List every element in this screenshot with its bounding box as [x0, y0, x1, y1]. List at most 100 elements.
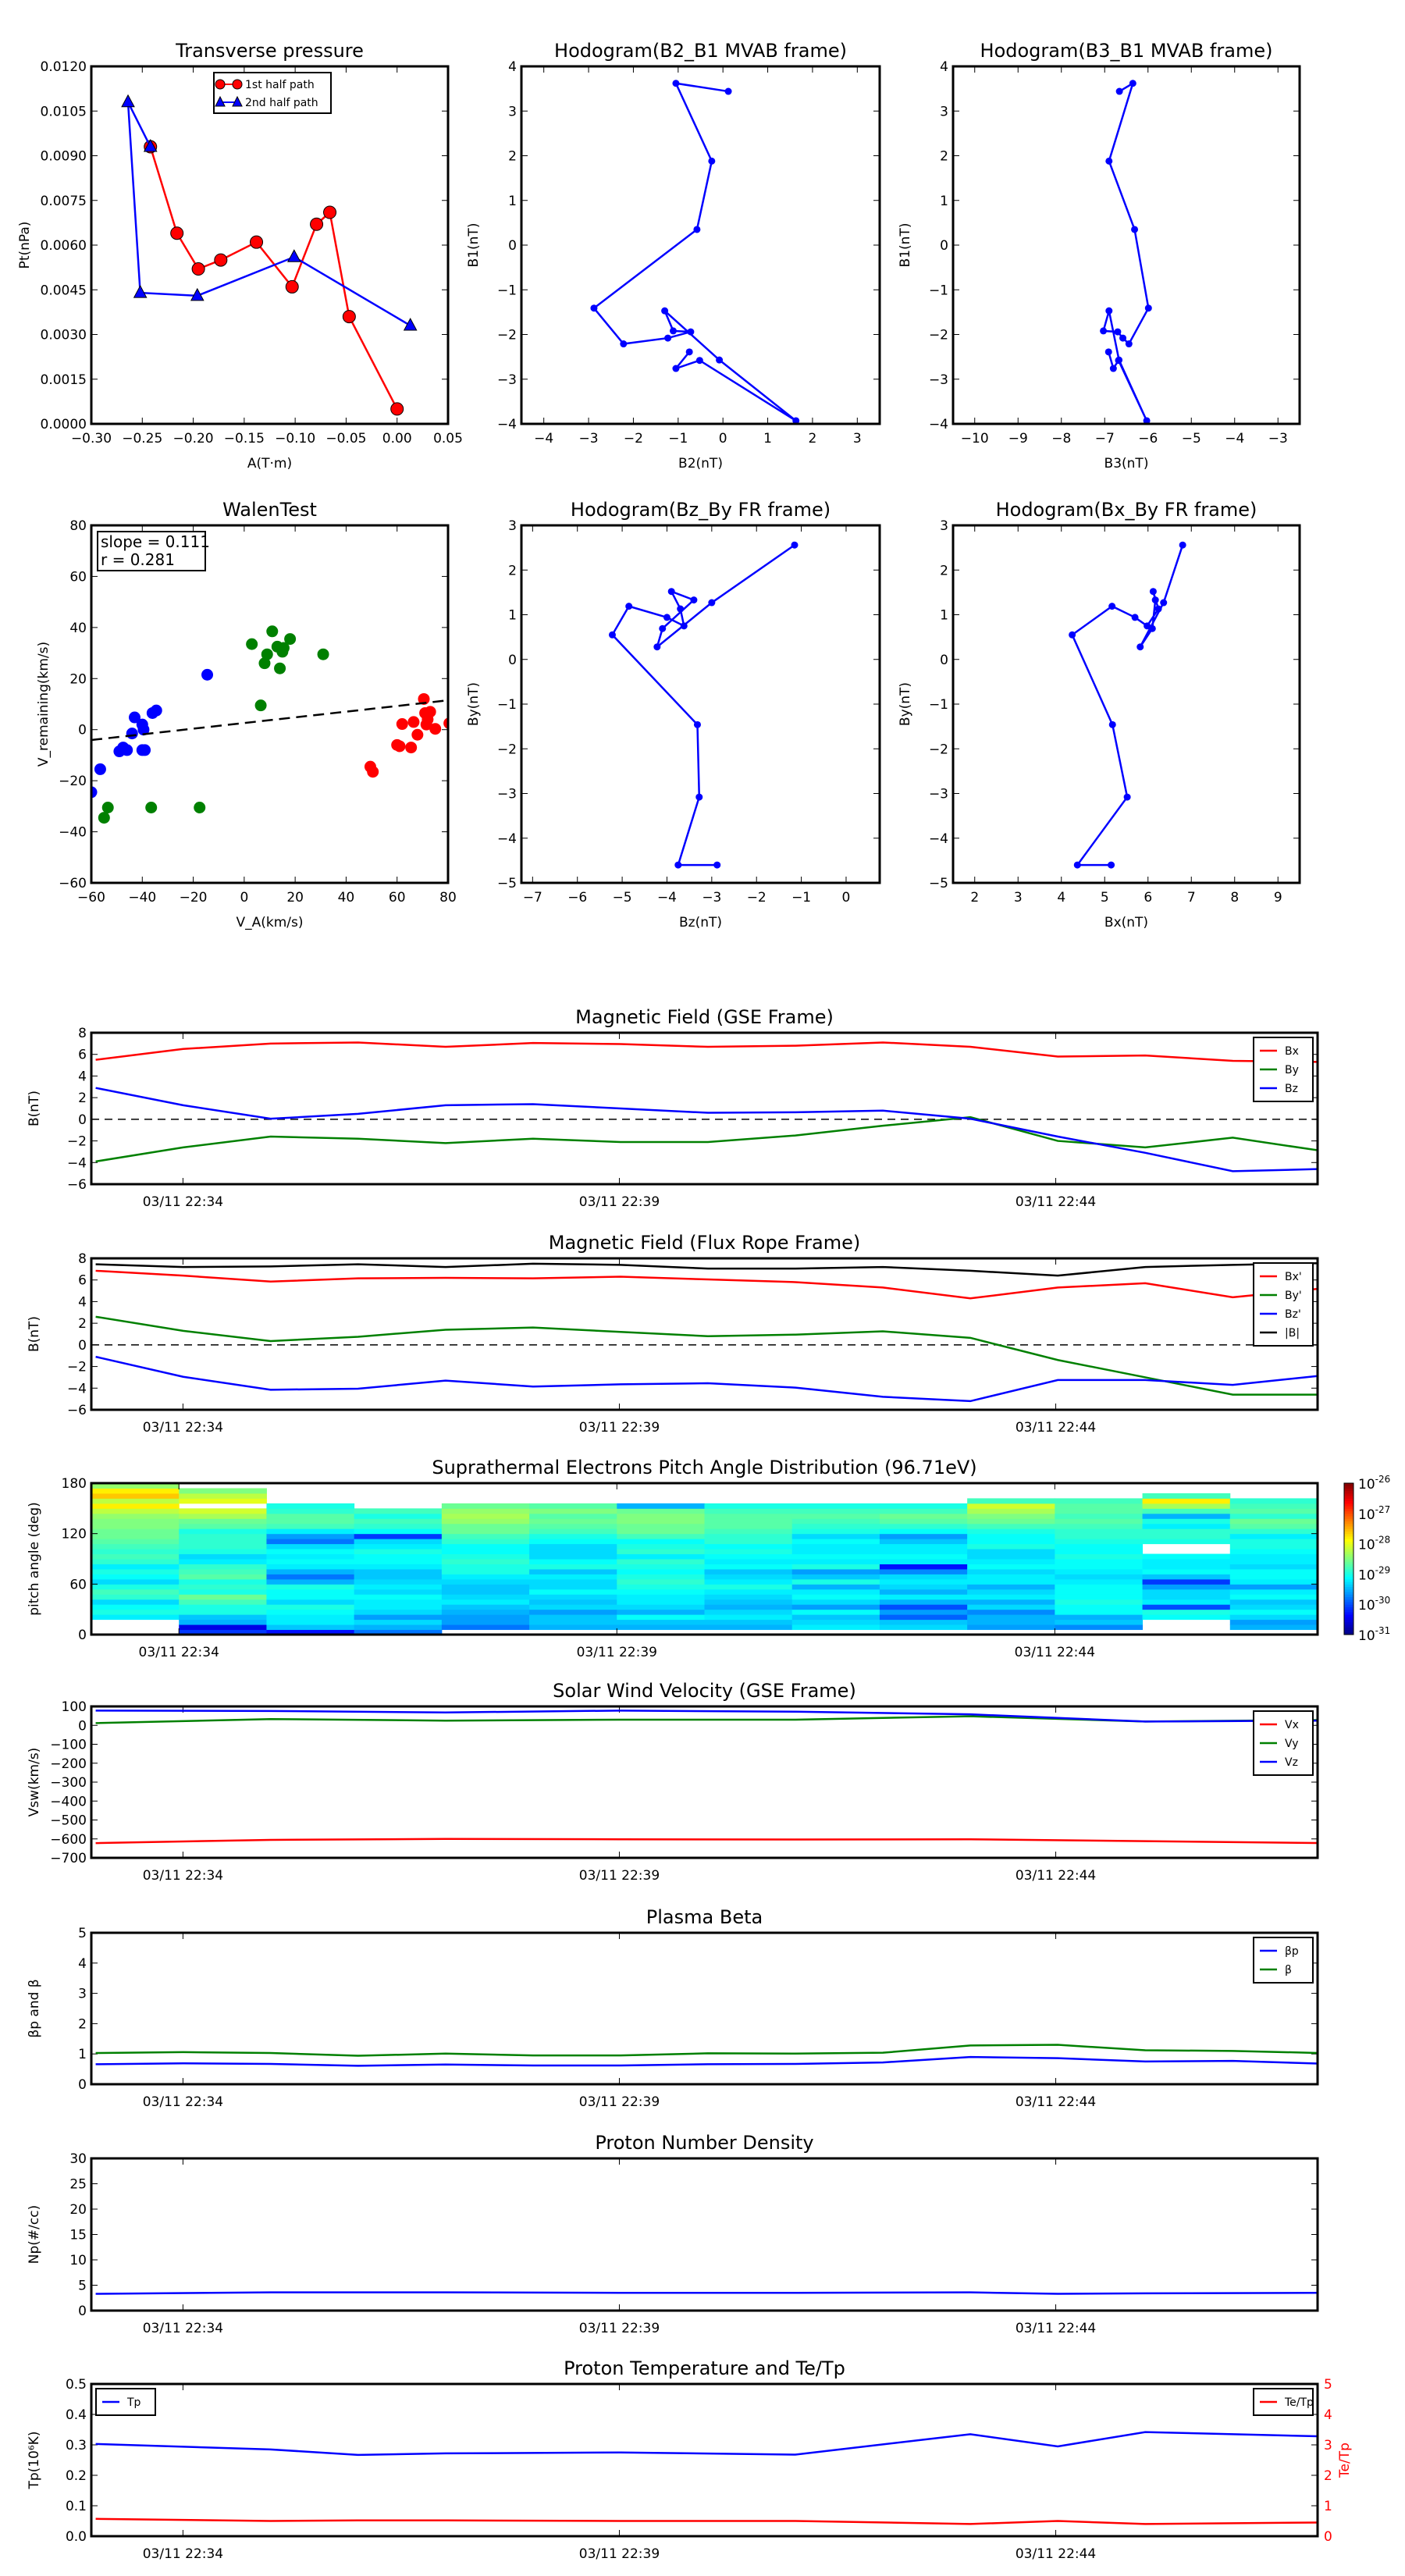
y-tick-label: −500 [50, 1813, 87, 1829]
heatmap-cell [91, 1508, 180, 1514]
sw_velocity-chart: Solar Wind Velocity (GSE Frame) −700 −600 −… [27, 1680, 1319, 1884]
heatmap-cell [617, 1508, 705, 1514]
plot-frame [90, 65, 450, 425]
colorbar-segment [1344, 1594, 1353, 1597]
plot-area [91, 1041, 1318, 1172]
x-tick-label: 60 [389, 890, 406, 906]
y-tick-label: −700 [50, 1851, 87, 1866]
data-point [1129, 80, 1136, 87]
heatmap-cell [266, 1568, 355, 1574]
heatmap-cell [529, 1578, 617, 1585]
x-tick-label: −4 [534, 431, 553, 447]
plot-area [1100, 80, 1152, 424]
colorbar-segment [1344, 1513, 1353, 1517]
y-tick-label: 1 [940, 608, 948, 624]
heatmap-cell [967, 1568, 1055, 1574]
heatmap-cell [179, 1518, 267, 1525]
legend-label: By [1285, 1064, 1299, 1076]
y-tick-label: −2 [929, 328, 948, 343]
legend: βp β [1253, 1937, 1314, 1984]
heatmap-cell [179, 1604, 267, 1610]
data-point [608, 631, 616, 639]
heatmap-cell [91, 1503, 180, 1509]
heatmap-cell [354, 1523, 443, 1529]
heatmap-cell [879, 1518, 968, 1525]
heatmap-cell [266, 1518, 355, 1525]
heatmap-cell [704, 1574, 793, 1580]
heatmap-cell [704, 1594, 793, 1600]
data-point [261, 648, 273, 660]
heatmap-cell [1229, 1614, 1318, 1621]
data-point [716, 356, 724, 364]
y-tick-label: −300 [50, 1775, 87, 1791]
heatmap-cell [967, 1543, 1055, 1550]
heatmap-cell [266, 1549, 355, 1555]
colorbar-tick-label: 10-28 [1358, 1535, 1390, 1553]
x-tick-label: 03/11 22:44 [1015, 1645, 1095, 1660]
heatmap-cell [617, 1503, 705, 1509]
heatmap-cell [529, 1528, 617, 1535]
y-tick-label: 5 [78, 2279, 87, 2294]
heatmap-cell [967, 1528, 1055, 1535]
heatmap-cell [1229, 1619, 1318, 1625]
x-tick-label: 40 [338, 890, 355, 906]
heatmap-cell [617, 1599, 705, 1605]
data-point [1104, 348, 1112, 356]
heatmap-cell [1055, 1553, 1144, 1560]
colorbar-segment [1344, 1518, 1353, 1521]
series-line-B [95, 1262, 1318, 1277]
heatmap-cell [1142, 1559, 1231, 1564]
x-tick-label: 6 [1144, 890, 1152, 906]
heatmap-cell [441, 1518, 530, 1525]
heatmap-cell [967, 1559, 1055, 1564]
heatmap-cell [529, 1518, 617, 1525]
plot-frame [520, 65, 881, 425]
x-tick-label: 3 [1014, 890, 1023, 906]
heatmap-cell [354, 1513, 443, 1519]
data-point [1149, 588, 1157, 596]
heatmap-cell [617, 1559, 705, 1564]
heatmap-cell [266, 1533, 355, 1539]
heatmap-cell [1229, 1508, 1318, 1514]
heatmap-cell [967, 1533, 1055, 1539]
heatmap-cell [1229, 1528, 1318, 1535]
heatmap-cell [266, 1604, 355, 1610]
data-point [1179, 541, 1186, 549]
series-line-By [95, 1115, 1318, 1163]
heatmap-cell [617, 1549, 705, 1555]
heatmap-cell [1055, 1533, 1144, 1539]
plot-frame [951, 524, 1301, 884]
legend-label: Vz [1285, 1756, 1298, 1769]
heatmap-cell [1142, 1568, 1231, 1574]
heatmap-cell [967, 1513, 1055, 1519]
heatmap-cell [179, 1553, 267, 1560]
y-tick-label: 0.5 [66, 2377, 87, 2393]
heatmap-cell [91, 1614, 180, 1621]
heatmap-cell [967, 1609, 1055, 1615]
legend-box [1253, 1937, 1314, 1984]
heatmap-cell [791, 1539, 880, 1545]
y-tick-label: −2 [929, 742, 948, 757]
hodogram_bz_by-chart: Hodogram(Bz_By FR frame) −5 −4 −3 −2 −1 0 1 2 3 −7… [466, 499, 881, 930]
y-tick-label: −3 [497, 372, 517, 388]
heatmap-cell [354, 1589, 443, 1595]
fit-line [91, 699, 448, 742]
heatmap-cell [967, 1523, 1055, 1529]
heatmap-cell [354, 1533, 443, 1539]
heatmap-cell [266, 1503, 355, 1509]
x-tick-label: −2 [624, 431, 643, 447]
heatmap-cell [354, 1508, 443, 1514]
y-tick-label: −400 [50, 1794, 87, 1809]
heatmap-cell [266, 1578, 355, 1585]
heatmap-cell [704, 1564, 793, 1570]
data-point [1108, 603, 1116, 610]
heatmap-cell [266, 1513, 355, 1519]
heatmap-cell [179, 1568, 267, 1574]
plasma_beta-chart: Plasma Beta 0 1 2 3 4 5 03/11 22:34 03/11 22:39 0… [27, 1906, 1319, 2110]
heatmap-cell [879, 1619, 968, 1625]
heatmap-cell [354, 1604, 443, 1610]
data-point [170, 226, 184, 240]
x-tick-label: 03/11 22:44 [1016, 1420, 1096, 1436]
colorbar-segment [1344, 1619, 1353, 1623]
